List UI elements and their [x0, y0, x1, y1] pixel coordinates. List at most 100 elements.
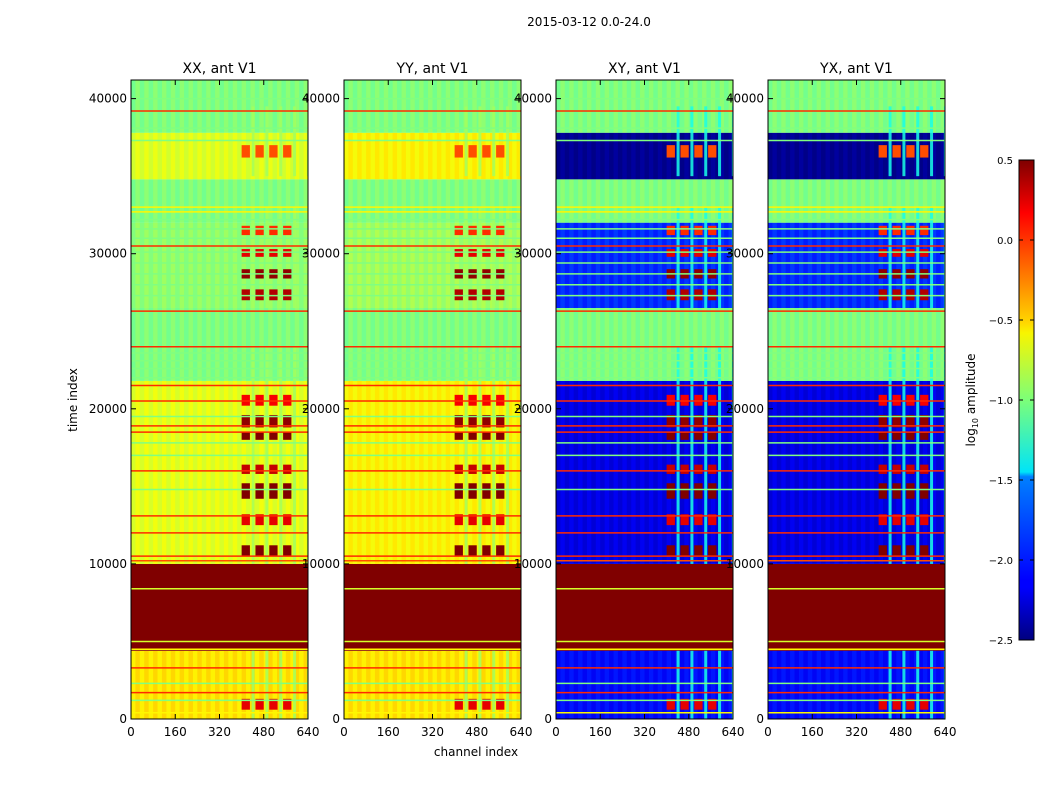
channel-stripe — [268, 222, 273, 308]
channel-stripe — [909, 307, 915, 347]
hot-cell — [666, 145, 675, 158]
channel-stripe — [170, 80, 176, 133]
channel-stripe — [179, 179, 185, 223]
channel-stripe — [494, 80, 499, 133]
channel-stripe — [905, 307, 910, 347]
channel-stripe — [401, 380, 406, 564]
channel-stripe — [254, 307, 260, 347]
channel-stripe — [237, 179, 242, 223]
channel-stripe — [454, 179, 460, 223]
channel-stripe — [206, 80, 211, 133]
channel-stripe — [432, 179, 437, 223]
hot-cell — [241, 432, 250, 440]
hot-cell — [906, 289, 915, 301]
channel-stripe — [131, 307, 136, 347]
channel-stripe — [613, 222, 618, 308]
channel-stripe — [719, 307, 725, 347]
channel-stripe — [816, 80, 822, 133]
channel-stripe — [600, 307, 605, 347]
channel-stripe — [454, 650, 460, 719]
channel-stripe — [507, 346, 513, 381]
channel-stripe — [388, 179, 393, 223]
channel-stripe — [467, 80, 473, 133]
channel-stripe — [847, 132, 853, 180]
channel-stripe — [294, 222, 300, 308]
channel-stripe — [878, 222, 884, 308]
channel-stripe — [719, 346, 725, 381]
channel-stripe — [277, 179, 282, 223]
channel-stripe — [445, 222, 451, 308]
channel-stripe — [671, 307, 676, 347]
hot-column-gap — [888, 207, 892, 308]
channel-stripe — [197, 80, 202, 133]
hot-cell — [878, 145, 887, 158]
channel-stripe — [512, 80, 517, 133]
channel-stripe — [392, 132, 398, 180]
channel-stripe — [724, 80, 729, 133]
channel-stripe — [834, 80, 839, 133]
channel-stripe — [856, 380, 861, 564]
x-tick-label: 0 — [552, 725, 560, 739]
hot-column-gap — [888, 650, 892, 719]
channel-stripe — [414, 346, 420, 381]
hot-cell — [454, 514, 463, 526]
channel-stripe — [728, 222, 733, 308]
channel-stripe — [644, 222, 649, 308]
hot-column-gap — [519, 207, 521, 308]
channel-stripe — [909, 80, 915, 133]
channel-stripe — [936, 650, 941, 719]
channel-stripe — [626, 80, 632, 133]
channel-stripe — [410, 80, 415, 133]
hot-column-gap — [519, 650, 521, 719]
channel-stripe — [909, 650, 915, 719]
channel-stripe — [131, 132, 136, 180]
channel-stripe — [847, 307, 853, 347]
channel-stripe — [856, 346, 861, 381]
channel-stripe — [472, 222, 477, 308]
channel-stripe — [263, 179, 269, 223]
channel-stripe — [507, 132, 513, 180]
heatmap-body — [768, 80, 945, 719]
hot-cell — [920, 432, 929, 440]
hot-cell — [892, 249, 901, 257]
x-tick-label: 640 — [934, 725, 957, 739]
channel-stripe — [392, 380, 398, 564]
y-tick-label: 10000 — [726, 557, 764, 571]
channel-stripe — [410, 222, 415, 308]
channel-stripe — [184, 650, 189, 719]
channel-stripe — [891, 222, 897, 308]
hot-column-gap — [478, 106, 482, 177]
channel-stripe — [223, 380, 229, 564]
channel-stripe — [344, 307, 349, 347]
hot-cell — [892, 225, 901, 236]
channel-stripe — [653, 179, 658, 223]
channel-stripe — [197, 307, 202, 347]
channel-stripe — [936, 380, 941, 564]
channel-stripe — [139, 80, 145, 133]
hot-cell — [708, 483, 717, 499]
channel-stripe — [869, 132, 875, 180]
channel-stripe — [175, 179, 180, 223]
channel-stripe — [481, 346, 486, 381]
hot-column-gap — [718, 650, 722, 719]
channel-stripe — [887, 179, 892, 223]
channel-stripe — [512, 307, 517, 347]
hot-cell — [255, 415, 264, 428]
channel-stripe — [144, 132, 149, 180]
channel-stripe — [878, 307, 884, 347]
channel-stripe — [807, 307, 813, 347]
channel-stripe — [277, 307, 282, 347]
channel-stripe — [299, 346, 304, 381]
channel-stripe — [768, 179, 773, 223]
channel-stripe — [144, 380, 149, 564]
x-axis-label: channel index — [434, 745, 518, 759]
hot-cell — [269, 145, 278, 158]
channel-stripe — [838, 346, 844, 381]
channel-stripe — [246, 650, 251, 719]
hot-cell — [694, 394, 703, 406]
heatmap-panel-2: YY, ant V1 0 160 320 480 640 0 10000 20000 30000 4… — [302, 61, 533, 739]
channel-stripe — [153, 132, 158, 180]
y-tick-label: 10000 — [89, 557, 127, 571]
hot-cell — [680, 483, 689, 499]
channel-stripe — [450, 307, 455, 347]
